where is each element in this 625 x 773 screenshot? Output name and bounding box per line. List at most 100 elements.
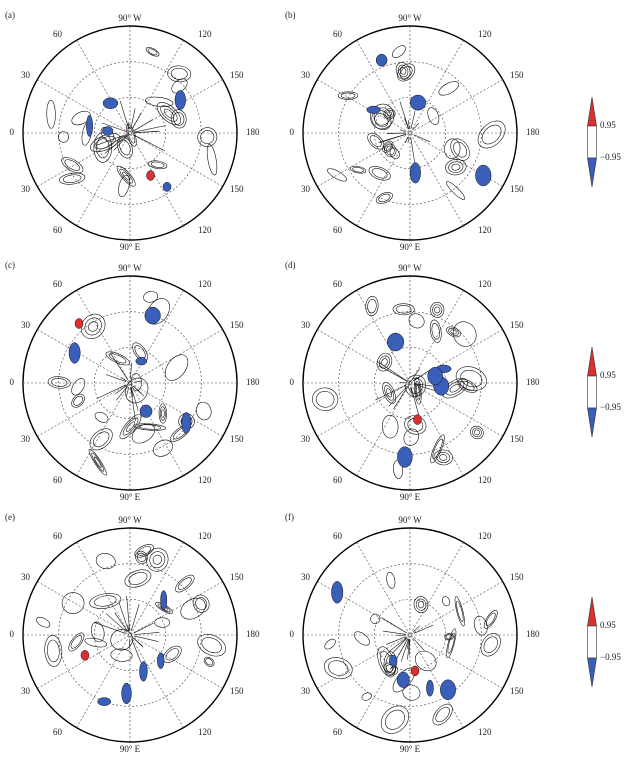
contour <box>353 631 370 646</box>
contour <box>441 378 469 399</box>
contour <box>148 160 168 170</box>
contour <box>381 358 388 367</box>
longitude-label: 60 <box>53 531 63 541</box>
contour <box>397 63 416 82</box>
contour <box>395 62 411 80</box>
longitude-label: 120 <box>478 727 492 737</box>
contour <box>47 376 71 389</box>
longitude-label: 30 <box>301 320 311 330</box>
contour <box>71 110 91 126</box>
colorbar-label: 0.95 <box>600 620 616 630</box>
contour <box>380 705 409 734</box>
bottom-label: 90° E <box>120 242 141 252</box>
radial-contour <box>413 134 431 143</box>
significance-area <box>135 356 148 366</box>
contour <box>122 417 139 436</box>
contour <box>413 596 429 614</box>
contour <box>445 159 467 176</box>
contour <box>84 317 102 336</box>
radial-contour <box>130 604 140 632</box>
contour <box>470 425 484 440</box>
contour <box>432 438 443 460</box>
colorbar: 0.95 −0.95 <box>587 346 621 438</box>
radial-contour <box>133 380 143 383</box>
significance-area <box>389 654 398 667</box>
contour <box>94 595 117 607</box>
contour <box>46 99 56 129</box>
longitude-label: 120 <box>478 475 492 485</box>
longitude-label: 0 <box>290 127 295 137</box>
contour <box>110 648 133 662</box>
polar-map: (f) 90° W 90° E 60 120 30 150 0 180 30 150 60 120 <box>285 512 540 754</box>
contour <box>197 127 218 147</box>
bottom-label: 90° E <box>400 242 421 252</box>
contour <box>158 403 167 424</box>
longitude-label: 60 <box>333 727 343 737</box>
radial-contour <box>130 108 136 130</box>
polar-map: (e) 90° W 90° E 60 120 30 150 0 180 30 150 60 120 <box>5 512 260 754</box>
contour <box>371 168 388 179</box>
radial-contour <box>410 386 413 398</box>
contour <box>150 161 165 168</box>
significance-area <box>366 105 381 114</box>
contour <box>149 551 166 569</box>
contour <box>152 554 162 565</box>
contour <box>370 103 395 130</box>
radial-contour <box>382 630 407 635</box>
contour <box>131 423 155 444</box>
contour <box>442 596 451 607</box>
significance-area <box>413 414 422 425</box>
significance-area <box>440 679 456 700</box>
significance-area <box>102 126 114 136</box>
contour <box>415 598 427 611</box>
longitude-label: 120 <box>198 279 212 289</box>
contour <box>392 303 415 316</box>
latitude-circle <box>58 563 202 707</box>
contour <box>480 633 501 657</box>
contour <box>385 109 394 118</box>
radial-contour <box>381 617 407 634</box>
contour <box>405 374 427 397</box>
contour <box>93 456 102 468</box>
longitude-label: 120 <box>198 727 212 737</box>
contour <box>70 635 83 649</box>
polar-map: (c) 90° W 90° E 60 120 30 150 0 180 30 150 60 120 <box>5 260 260 502</box>
contour <box>384 385 394 401</box>
radial-contour <box>118 602 129 632</box>
contour <box>386 145 395 156</box>
longitude-label: 60 <box>53 727 63 737</box>
significance-area <box>157 652 165 669</box>
contour <box>159 406 166 421</box>
contour <box>119 168 133 184</box>
contour <box>477 120 506 149</box>
contour <box>429 319 442 343</box>
radial-contour <box>133 622 154 634</box>
radial-contour <box>132 385 142 394</box>
contour <box>433 449 453 466</box>
radial-contour <box>408 638 411 656</box>
contour <box>62 174 82 183</box>
contour <box>446 628 457 659</box>
latitude-circle <box>58 311 202 455</box>
longitude-label: 180 <box>526 377 540 387</box>
contour <box>119 139 131 156</box>
contour <box>167 65 192 83</box>
colorbar: 0.95 −0.95 <box>587 96 621 188</box>
contour <box>448 161 464 173</box>
contour <box>432 304 443 316</box>
colorbar-label: 0.95 <box>600 370 616 380</box>
contour <box>454 596 465 627</box>
contour <box>125 421 136 432</box>
radial-contour <box>130 386 136 422</box>
contour <box>368 166 391 181</box>
radial-contour <box>119 100 130 130</box>
longitude-label: 60 <box>333 531 343 541</box>
contour <box>96 136 110 159</box>
contour <box>143 291 159 303</box>
contour <box>397 64 409 78</box>
contour <box>435 706 450 723</box>
contour <box>145 47 160 57</box>
contour <box>399 66 413 79</box>
radial-contour <box>412 625 420 633</box>
radial-contour <box>109 352 129 380</box>
